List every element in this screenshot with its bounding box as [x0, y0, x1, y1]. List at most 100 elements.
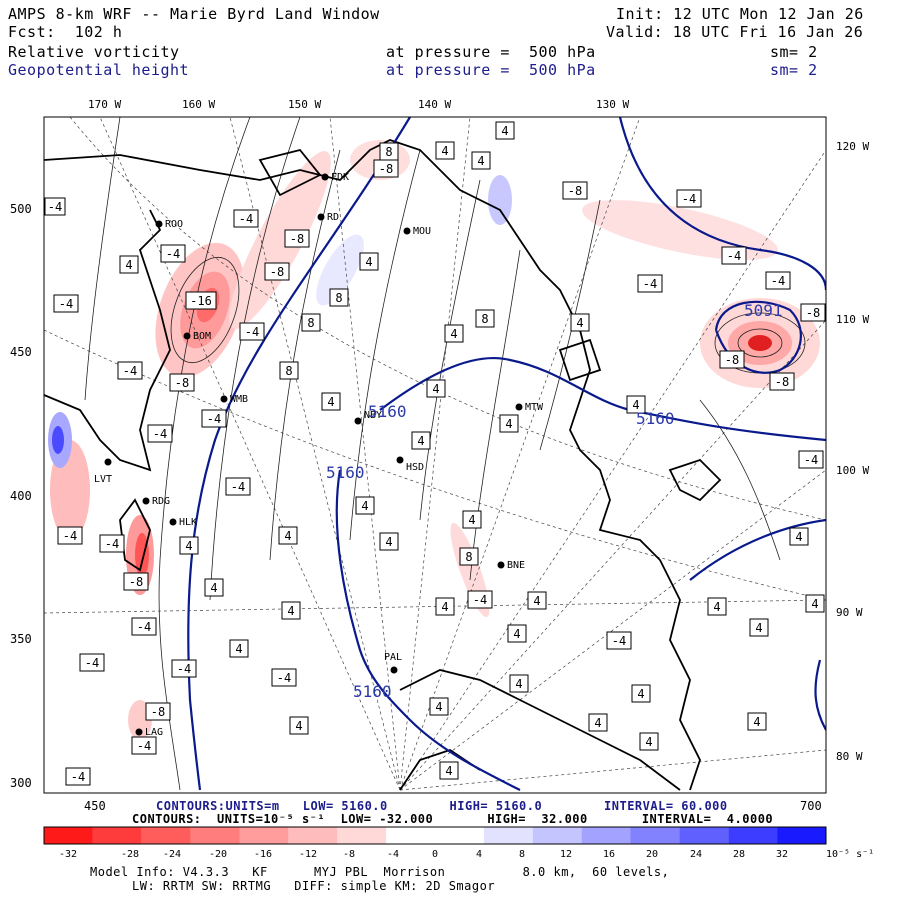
vort-label: -8: [264, 262, 290, 281]
lon-label-90w: 90 W: [836, 606, 863, 619]
valid-time: Valid: 18 UTC Fri 16 Jan 26: [606, 23, 864, 41]
lon-label-100w: 100 W: [836, 464, 869, 477]
svg-text:4: 4: [435, 700, 442, 714]
vort-label: 4: [626, 395, 646, 414]
vort-label: 4: [204, 578, 224, 597]
svg-text:RDG: RDG: [152, 496, 170, 507]
svg-text:4: 4: [450, 327, 457, 341]
lon-label-80w: 80 W: [836, 750, 863, 763]
svg-text:4: 4: [361, 499, 368, 513]
vort-label: 4: [321, 392, 341, 411]
vort-label: -4: [117, 361, 143, 380]
vort-label: 4: [281, 601, 301, 620]
vorticity-contour-info: CONTOURS: UNITS=10⁻⁵ s⁻¹ LOW= -32.000 HI…: [132, 812, 774, 826]
station-hlk: HLK: [169, 517, 197, 528]
station-rdg: RDG: [142, 496, 170, 507]
station-bne: BNE: [497, 560, 525, 571]
svg-text:4: 4: [365, 255, 372, 269]
svg-text:8: 8: [481, 312, 488, 326]
svg-text:-4: -4: [231, 480, 245, 494]
vort-label: 8: [459, 547, 479, 566]
svg-text:8: 8: [519, 849, 525, 860]
svg-text:4: 4: [235, 642, 242, 656]
svg-text:-4: -4: [153, 427, 167, 441]
vort-label: 4: [179, 536, 199, 555]
vorticity-labels: -4 -4 -4 -8 -8 -16 -4 4 -4 -8 -4 -4 -4 -…: [44, 121, 826, 786]
vort-label: 4: [527, 591, 547, 610]
vort-label: 8: [301, 313, 321, 332]
vort-label: -8: [562, 181, 588, 200]
svg-text:-8: -8: [129, 575, 143, 589]
svg-text:4: 4: [811, 597, 818, 611]
lon-label-150w: 150 W: [288, 98, 321, 111]
vorticity-contours: [84, 117, 806, 791]
svg-text:4: 4: [632, 398, 639, 412]
y-tick-450: 450: [10, 345, 32, 359]
vort-label: -4: [201, 409, 227, 428]
vort-label: 4: [570, 313, 590, 332]
init-time: Init: 12 UTC Mon 12 Jan 26: [616, 5, 864, 23]
svg-text:24: 24: [690, 849, 702, 860]
svg-text:4: 4: [441, 600, 448, 614]
svg-text:-4: -4: [48, 200, 62, 214]
height-label-5160: 5160: [368, 402, 407, 421]
vort-label: 4: [379, 532, 399, 551]
vort-label: -4: [271, 668, 297, 687]
svg-text:FDK: FDK: [331, 172, 349, 183]
map-title: AMPS 8-km WRF -- Marie Byrd Land Window: [8, 5, 380, 23]
svg-text:-4: -4: [387, 849, 399, 860]
vort-label: 4: [444, 324, 464, 343]
stations: ROO FDK RD MOU BOM WMB NBY MTW LVT HSD R…: [94, 172, 544, 738]
station-bom: BOM: [183, 331, 211, 342]
svg-text:4: 4: [432, 382, 439, 396]
svg-text:-8: -8: [175, 376, 189, 390]
svg-text:4: 4: [753, 715, 760, 729]
station-mtw: MTW: [515, 402, 544, 413]
svg-text:RD: RD: [327, 212, 339, 223]
svg-text:-32: -32: [59, 849, 77, 860]
svg-text:-4: -4: [277, 671, 291, 685]
vort-label: -4: [721, 246, 747, 265]
svg-text:-4: -4: [71, 770, 85, 784]
svg-text:PAL: PAL: [384, 652, 402, 663]
vort-label: -4: [676, 189, 702, 208]
vort-label: -4: [765, 271, 791, 290]
lon-label-160w: 160 W: [182, 98, 215, 111]
vort-label: -4: [99, 534, 125, 553]
svg-text:4: 4: [501, 124, 508, 138]
svg-text:4: 4: [210, 581, 217, 595]
svg-text:16: 16: [603, 849, 615, 860]
svg-text:8: 8: [465, 550, 472, 564]
vort-label: 4: [411, 431, 431, 450]
svg-text:4: 4: [476, 849, 482, 860]
vort-label: 4: [747, 712, 767, 731]
station-wmb: WMB: [220, 394, 248, 405]
station-pal: PAL: [384, 652, 402, 674]
svg-text:-4: -4: [177, 662, 191, 676]
svg-text:-24: -24: [163, 849, 181, 860]
vort-label: 4: [355, 496, 375, 515]
svg-text:-28: -28: [121, 849, 139, 860]
coastline: [44, 139, 722, 791]
vort-label: 4: [426, 379, 446, 398]
svg-text:-4: -4: [85, 656, 99, 670]
lon-label-170w: 170 W: [88, 98, 121, 111]
svg-text:-4: -4: [245, 325, 259, 339]
vort-label: 4: [509, 674, 529, 693]
vort-label: -4: [160, 244, 186, 263]
height-label-5160: 5160: [636, 409, 675, 428]
station-hsd: HSD: [396, 456, 424, 473]
station-lag: LAG: [135, 727, 163, 738]
vort-label: -4: [131, 736, 157, 755]
vort-label: -4: [606, 631, 632, 650]
svg-text:BNE: BNE: [507, 560, 525, 571]
vort-label: -8: [719, 350, 745, 369]
map-frame: [43, 116, 827, 794]
y-tick-400: 400: [10, 489, 32, 503]
field2-smoothing: sm= 2: [770, 61, 818, 79]
height-label-5160: 5160: [353, 682, 392, 701]
svg-text:-8: -8: [343, 849, 355, 860]
svg-text:LVT: LVT: [94, 474, 112, 485]
svg-text:-4: -4: [473, 593, 487, 607]
svg-text:-4: -4: [239, 212, 253, 226]
